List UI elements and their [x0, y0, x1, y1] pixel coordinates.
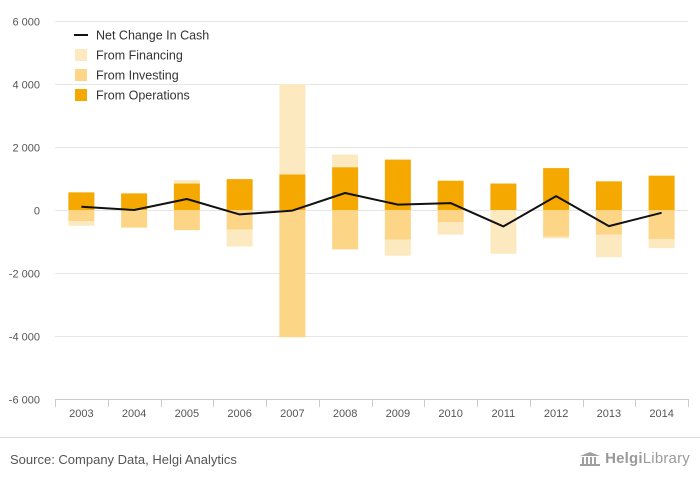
- bar-from-operations[interactable]: [543, 168, 570, 210]
- x-tick-label: 2008: [333, 408, 357, 420]
- y-tick-label: 4 000: [12, 80, 40, 92]
- y-tick-label: 6 000: [12, 17, 40, 29]
- x-tick-label: 2006: [227, 408, 251, 420]
- x-tick-label: 2007: [280, 408, 304, 420]
- y-tick-label: 0: [34, 206, 40, 218]
- x-tick-label: 2010: [438, 408, 462, 420]
- legend-entry[interactable]: From Operations: [96, 89, 190, 103]
- bar-from-operations[interactable]: [121, 193, 148, 210]
- legend-entry[interactable]: Net Change In Cash: [96, 29, 209, 43]
- bar-from-investing[interactable]: [595, 210, 622, 235]
- x-tick-label: 2005: [175, 408, 199, 420]
- x-tick-label: 2014: [649, 408, 673, 420]
- bar-from-investing[interactable]: [437, 210, 464, 223]
- x-tick-label: 2004: [122, 408, 146, 420]
- y-tick-label: -4 000: [9, 332, 40, 344]
- bar-from-financing[interactable]: [121, 192, 148, 194]
- legend-entry[interactable]: From Investing: [96, 69, 179, 83]
- brand-logo[interactable]: Helgi Library: [579, 450, 690, 467]
- bar-from-financing[interactable]: [648, 238, 675, 249]
- bar-from-operations[interactable]: [68, 192, 95, 210]
- bar-from-financing[interactable]: [543, 236, 570, 239]
- bar-from-investing[interactable]: [173, 210, 200, 231]
- source-note: Source: Company Data, Helgi Analytics: [10, 452, 237, 467]
- bar-from-financing[interactable]: [68, 221, 95, 226]
- bar-from-investing[interactable]: [121, 210, 148, 228]
- bar-from-financing[interactable]: [173, 180, 200, 184]
- bar-from-investing[interactable]: [543, 210, 570, 237]
- bar-from-financing[interactable]: [490, 210, 517, 254]
- bar-from-operations[interactable]: [648, 175, 675, 210]
- bar-from-operations[interactable]: [332, 167, 359, 210]
- bar-from-investing[interactable]: [279, 210, 306, 338]
- y-tick-label: 2 000: [12, 143, 40, 155]
- net-change-line[interactable]: [81, 192, 662, 228]
- bar-from-operations[interactable]: [490, 183, 517, 210]
- bar-from-financing[interactable]: [279, 84, 306, 175]
- library-building-icon: [580, 451, 601, 466]
- bar-from-financing[interactable]: [595, 234, 622, 258]
- x-tick-label: 2012: [544, 408, 568, 420]
- chart-footer: Source: Company Data, Helgi Analytics He…: [0, 437, 700, 483]
- bar-from-financing[interactable]: [437, 222, 464, 235]
- legend-swatch: [75, 69, 87, 81]
- bar-from-investing[interactable]: [68, 210, 95, 222]
- x-tick-label: 2011: [492, 408, 516, 420]
- x-tick-label: 2013: [597, 408, 621, 420]
- brand-name-secondary: Library: [642, 450, 690, 467]
- cash-flow-chart: 6 000 4 000 2 000 0 -2 000 -4 000 -6 000 2003 20…: [9, 17, 689, 420]
- legend-swatch: [75, 49, 87, 61]
- bar-from-financing[interactable]: [384, 239, 411, 256]
- bar-from-investing[interactable]: [384, 210, 411, 240]
- bar-from-operations[interactable]: [595, 181, 622, 210]
- bar-from-operations[interactable]: [226, 179, 253, 210]
- bar-from-investing[interactable]: [332, 210, 359, 250]
- bar-from-operations[interactable]: [279, 174, 306, 210]
- brand-name-primary: Helgi: [605, 450, 643, 467]
- bar-from-operations[interactable]: [437, 180, 464, 210]
- legend-entry[interactable]: From Financing: [96, 49, 183, 63]
- bar-from-operations[interactable]: [173, 183, 200, 210]
- x-tick-label: 2009: [386, 408, 410, 420]
- bar-from-financing[interactable]: [332, 154, 359, 168]
- bar-from-financing[interactable]: [226, 229, 253, 247]
- legend-swatch: [75, 89, 87, 101]
- bar-from-operations[interactable]: [384, 159, 411, 210]
- x-tick-label: 2003: [69, 408, 93, 420]
- y-tick-label: -2 000: [9, 269, 40, 281]
- y-tick-label: -6 000: [9, 395, 40, 407]
